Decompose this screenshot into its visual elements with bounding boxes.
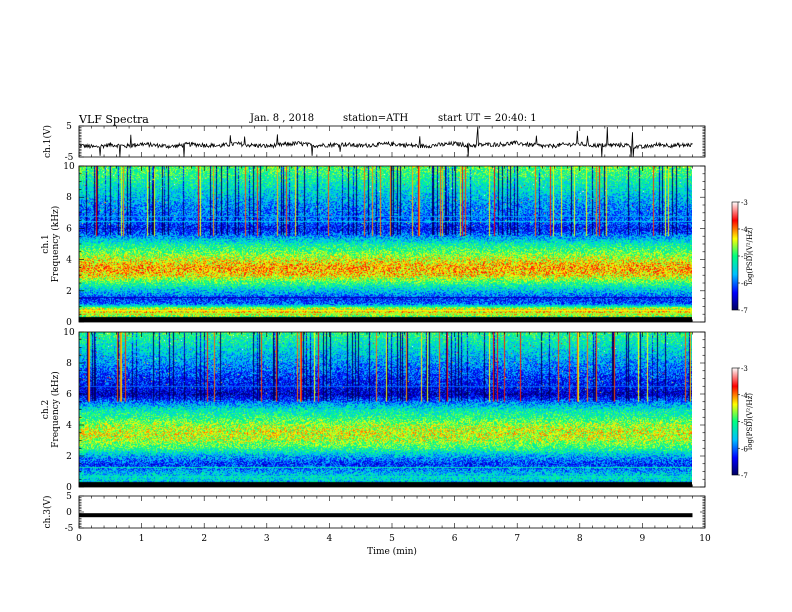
colorbar-tick-label: -5	[741, 253, 748, 261]
x-tick-label: 8	[577, 534, 583, 544]
station-label: station=ATH	[343, 113, 409, 124]
y-tick-label: 6	[66, 390, 72, 400]
y-tick-label: 0	[66, 318, 72, 328]
y-axis-label: ch.3(V)	[42, 496, 53, 529]
x-tick-label: 7	[514, 534, 520, 544]
y-tick-label: 0	[66, 483, 72, 493]
colorbar-ch1	[731, 201, 739, 311]
colorbar-label: log(PSD)(V²/Hz)	[746, 227, 754, 284]
y-tick-label: 10	[63, 162, 75, 172]
axes-layer: 5 -5 ch.1(V) -3 -4 -5 -6 -7 log(PSD)(V²/Hz) 0 2 4 6 8…	[41, 122, 754, 557]
start-time-label: start UT = 20:40: 1	[438, 113, 537, 124]
spectrogram-image-ch1	[79, 166, 692, 322]
colorbar-tick-label: -4	[741, 392, 748, 400]
ch1-waveform-trace	[78, 126, 693, 158]
x-tick-label: 10	[699, 534, 711, 544]
y-tick-label: 6	[66, 224, 72, 234]
y-axis-label: ch.1	[41, 234, 51, 253]
x-tick-label: 0	[76, 534, 82, 544]
y-tick-label: 10	[63, 328, 75, 338]
colorbar-tick-label: -7	[741, 307, 748, 315]
ch3-waveform-trace	[79, 513, 693, 518]
x-tick-label: 6	[452, 534, 458, 544]
y-tick-label: 5	[66, 122, 72, 132]
y-tick-label: 8	[66, 359, 72, 369]
x-tick-label: 2	[201, 534, 207, 544]
colorbar-tick-label: -4	[741, 226, 748, 234]
y-tick-label: -5	[65, 153, 74, 163]
colorbar-tick-label: -3	[741, 365, 748, 373]
x-tick-label: 1	[139, 534, 145, 544]
y-axis-label: ch.1(V)	[42, 125, 53, 158]
colorbar-tick-label: -5	[741, 419, 748, 427]
colorbar-label: log(PSD)(V²/Hz)	[746, 393, 754, 450]
colorbar-tick-label: -6	[741, 445, 748, 453]
y-axis-label: Frequency (kHz)	[50, 206, 61, 283]
y-tick-label: 5	[66, 492, 72, 502]
colorbar-tick-label: -3	[741, 199, 748, 207]
y-tick-label: 2	[66, 452, 72, 462]
x-axis-label: Time (min)	[367, 546, 417, 557]
y-tick-label: 8	[66, 193, 72, 203]
figure-title: VLF Spectra	[79, 113, 149, 126]
y-tick-label: 4	[66, 421, 72, 431]
spectrogram-image-ch2	[79, 332, 692, 487]
x-tick-label: 4	[327, 534, 333, 544]
y-tick-label: 4	[66, 256, 72, 266]
colorbar-tick-label: -7	[741, 472, 748, 480]
colorbar-ch2	[731, 367, 739, 476]
x-tick-label: 9	[640, 534, 646, 544]
y-tick-label: -5	[65, 524, 74, 534]
x-tick-label: 3	[264, 534, 270, 544]
y-axis-label: ch.2	[41, 400, 51, 419]
date-label: Jan. 8 , 2018	[250, 113, 315, 124]
y-tick-label: 2	[66, 287, 72, 297]
y-tick-label: 0	[66, 508, 72, 518]
x-tick-label: 5	[389, 534, 395, 544]
colorbar-tick-label: -6	[741, 280, 748, 288]
spectrogram-layer	[79, 166, 692, 487]
y-axis-label: Frequency (kHz)	[50, 371, 61, 448]
